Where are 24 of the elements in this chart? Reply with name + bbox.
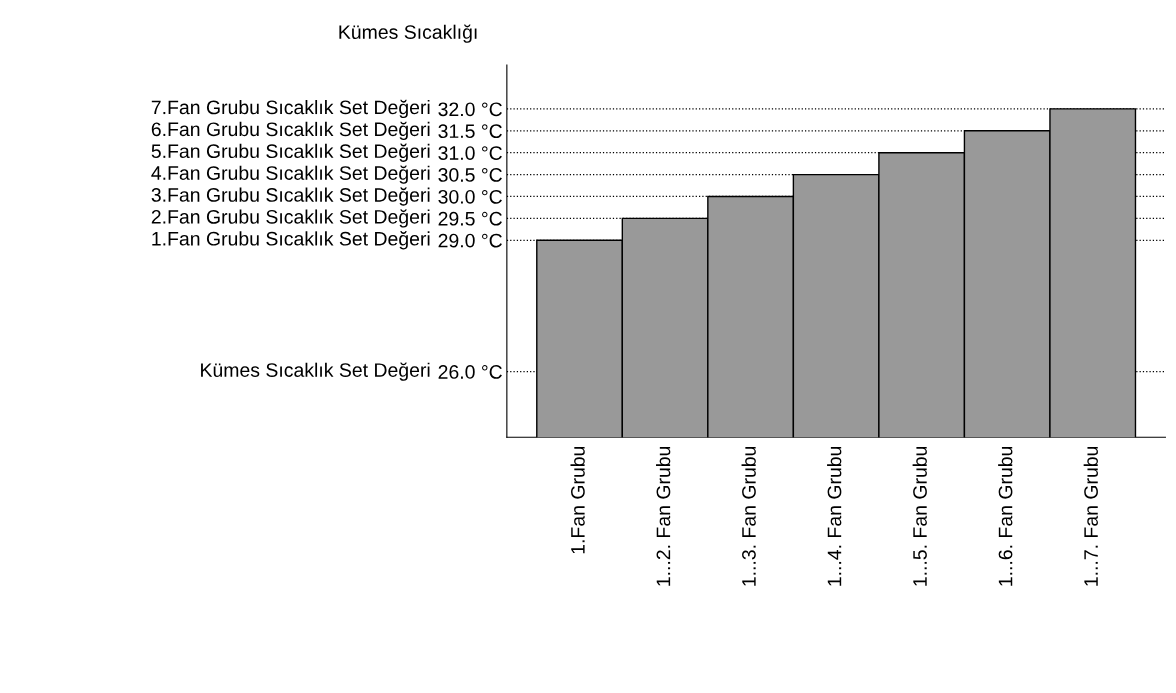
y-tick-label: 30.5 °C [438, 168, 502, 182]
x-tick-label: 1...3. Fan Grubu [741, 446, 756, 586]
text: 2.Fan Grubu Sıcaklık Set Değeri [151, 209, 430, 228]
y-tick-label: 31.5 °C [438, 124, 502, 139]
text: Kümes Sıcaklık Set Değeri [201, 362, 430, 381]
x-tick-label: 1...2. Fan Grubu [656, 446, 671, 586]
text: 5.Fan Grubu Sıcaklık Set Değeri [151, 143, 430, 162]
y-tick-label: 31.0 °C [438, 146, 502, 160]
y-tick-label: 30.0 °C [438, 189, 502, 204]
text: 1.Fan Grubu Sıcaklık Set Değeri [152, 231, 430, 250]
x-tick-label: 1.Fan Grubu [570, 446, 585, 554]
y-tick-label: 29.5 °C [438, 211, 502, 226]
y-tick-label: 26.0 °C [438, 365, 502, 379]
y-axis-title: Kümes Sıcaklığı [339, 24, 477, 43]
y-tick-label: 32.0 °C [438, 102, 502, 117]
x-tick-label: 1...4. Fan Grubu [827, 446, 842, 586]
x-tick-label: 1...7. Fan Grubu [1083, 446, 1098, 586]
x-tick-label: 1...5. Fan Grubu [912, 446, 927, 586]
text: 6.Fan Grubu Sıcaklık Set Değeri [151, 121, 430, 140]
y-tick-label: 29.0 °C [438, 233, 502, 248]
text: 4.Fan Grubu Sıcaklık Set Değeri [151, 165, 430, 184]
text: 3.Fan Grubu Sıcaklık Set Değeri [151, 187, 430, 206]
text: 7.Fan Grubu Sıcaklık Set Değeri [151, 99, 430, 119]
x-tick-label: 1...6. Fan Grubu [998, 446, 1013, 586]
